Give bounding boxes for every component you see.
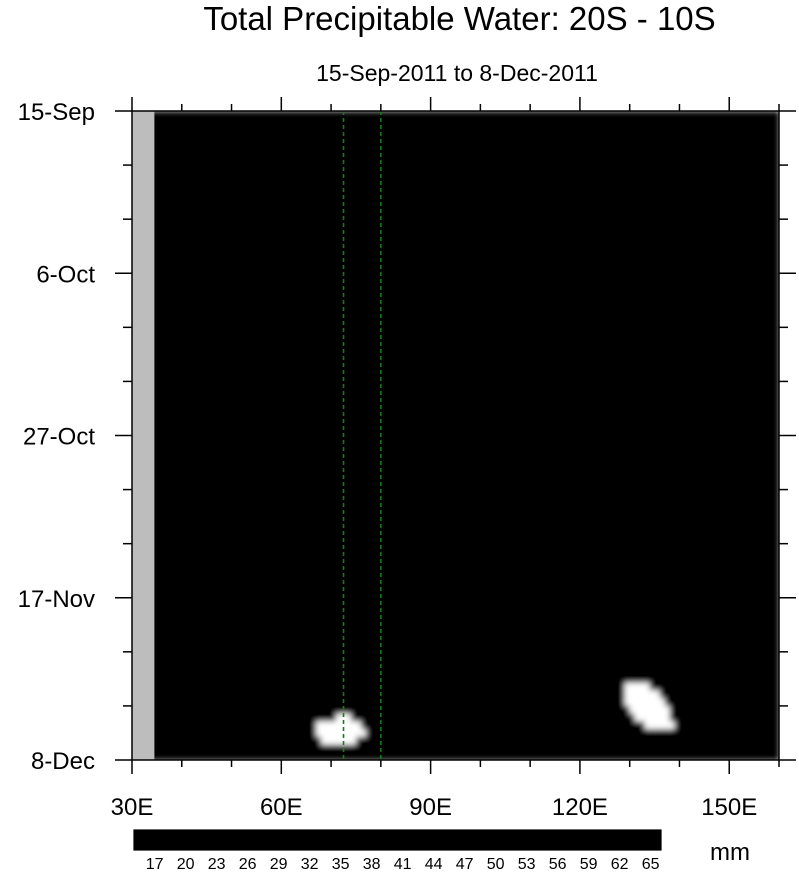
colorbar-unit: mm [710, 839, 750, 866]
colorbar-swatch [247, 830, 259, 850]
colorbar-swatch [619, 830, 631, 850]
colorbar-swatch [278, 830, 290, 850]
colorbar-tick-label: 38 [363, 856, 381, 873]
colorbar-swatch [258, 830, 269, 850]
colorbar-swatch [382, 830, 393, 850]
colorbar-swatch [268, 830, 280, 850]
colorbar-tick-label: 41 [394, 856, 412, 873]
reference-lines [342, 111, 382, 760]
colorbar-swatch [495, 830, 507, 850]
colorbar-frame [133, 829, 662, 851]
colorbar-swatch [547, 830, 559, 850]
colorbar-swatch [506, 830, 517, 850]
colorbar-tick-label: 59 [580, 856, 598, 873]
colorbar-swatch [568, 830, 579, 850]
colorbar-swatch [609, 830, 621, 850]
colorbar-tick-label: 29 [270, 856, 288, 873]
colorbar: 17 20 23 26 29 32 35 38 41 44 47 50 53 56 59 62 65 mm [133, 829, 750, 873]
colorbar-swatch [475, 830, 486, 850]
colorbar-swatch [423, 830, 435, 850]
colorbar-swatch [196, 830, 207, 850]
x-tick-label: 120E [552, 794, 608, 821]
colorbar-swatch [640, 830, 652, 850]
colorbar-swatch [526, 830, 538, 850]
colorbar-tick-label: 17 [146, 856, 164, 873]
y-tick-label: 15-Sep [18, 99, 95, 126]
colorbar-swatch [444, 830, 455, 850]
colorbar-tick-label: 56 [549, 856, 567, 873]
colorbar-swatch [134, 830, 145, 850]
y-tick-label: 8-Dec [31, 748, 95, 775]
colorbar-swatch [206, 830, 218, 850]
colorbar-swatch [165, 830, 176, 850]
colorbar-swatch [216, 830, 228, 850]
colorbar-swatch [144, 830, 156, 850]
colorbar-tick-label: 50 [487, 856, 505, 873]
colorbar-swatch [371, 830, 383, 850]
colorbar-swatch [599, 830, 610, 850]
colorbar-swatch [289, 830, 300, 850]
colorbar-tick-label: 35 [332, 856, 350, 873]
colorbar-tick-label: 32 [301, 856, 319, 873]
colorbar-tick-label: 44 [425, 856, 443, 873]
colorbar-swatch [309, 830, 321, 850]
chart-title: Total Precipitable Water: 20S - 10S [203, 0, 716, 37]
colorbar-swatch [630, 830, 641, 850]
colorbar-tick-label: 20 [177, 856, 195, 873]
x-tick-label: 90E [409, 794, 452, 821]
colorbar-tick-label: 47 [456, 856, 474, 873]
land-mask [132, 111, 155, 760]
y-tick-label: 6-Oct [36, 261, 95, 288]
x-tick-label: 60E [260, 794, 303, 821]
colorbar-swatch [402, 830, 414, 850]
colorbar-swatch [361, 830, 373, 850]
colorbar-swatch [185, 830, 197, 850]
colorbar-swatch [330, 830, 342, 850]
colorbar-swatch [299, 830, 311, 850]
colorbar-swatch [175, 830, 187, 850]
colorbar-tick-label: 53 [518, 856, 536, 873]
colorbar-swatch [413, 830, 424, 850]
colorbar-swatch [433, 830, 445, 850]
colorbar-swatch [516, 830, 528, 850]
colorbar-swatch [485, 830, 497, 850]
colorbar-swatch [340, 830, 352, 850]
chart-subtitle: 15-Sep-2011 to 8-Dec-2011 [316, 60, 598, 86]
colorbar-swatch [454, 830, 466, 850]
x-tick-label: 150E [701, 794, 757, 821]
colorbar-swatch [578, 830, 590, 850]
colorbar-swatch [320, 830, 331, 850]
colorbar-tick-label: 23 [208, 856, 226, 873]
colorbar-tick-label: 62 [611, 856, 629, 873]
colorbar-swatch [154, 830, 166, 850]
colorbar-swatch [557, 830, 569, 850]
colorbar-swatch [392, 830, 404, 850]
y-tick-label: 17-Nov [18, 586, 95, 613]
colorbar-swatch [650, 830, 662, 850]
precipitable-water-field [132, 111, 779, 760]
colorbar-swatch [588, 830, 600, 850]
colorbar-tick-label: 26 [239, 856, 257, 873]
colorbar-swatch [227, 830, 238, 850]
axes: 30E 60E 90E 120E 150E 15-Sep 6-Oct 27-Oct 17-Nov… [18, 97, 796, 821]
colorbar-swatch [237, 830, 249, 850]
x-tick-label: 30E [111, 794, 154, 821]
colorbar-tick-label: 65 [642, 856, 660, 873]
colorbar-swatch [351, 830, 362, 850]
y-tick-label: 27-Oct [23, 424, 95, 451]
colorbar-swatch [464, 830, 476, 850]
colorbar-swatch [537, 830, 548, 850]
